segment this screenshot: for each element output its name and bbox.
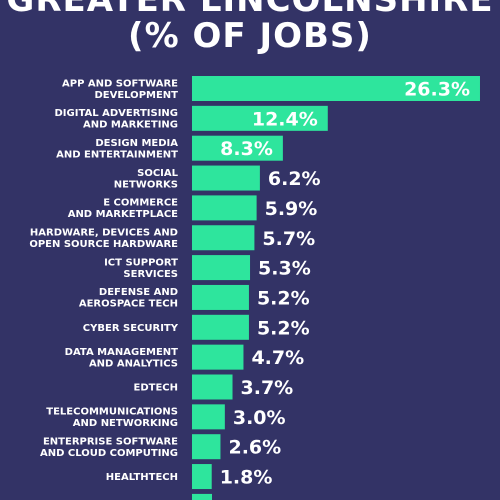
value-label-1: 12.4%: [252, 108, 318, 130]
bar-13: [192, 464, 212, 490]
value-label-8: 5.2%: [257, 317, 310, 339]
category-label-3-line-0: SOCIAL: [137, 168, 179, 179]
bar-12: [192, 434, 221, 460]
category-label-8-line-0: CYBER SECURITY: [83, 323, 179, 334]
category-label-1-line-0: DIGITAL ADVERTISING: [55, 108, 179, 119]
bar-11: [192, 404, 225, 430]
category-label-9-line-1: AND ANALYTICS: [89, 358, 178, 369]
category-label-11-line-0: TELECOMMUNICATIONS: [46, 407, 178, 418]
category-label-1-line-1: AND MARKETING: [83, 120, 178, 131]
bar-6: [192, 255, 251, 281]
category-label-12-line-0: ENTERPRISE SOFTWARE: [43, 436, 178, 447]
bar-9: [192, 344, 244, 370]
value-label-5: 5.7%: [262, 228, 315, 250]
value-label-13: 1.8%: [220, 467, 273, 489]
category-label-2-line-0: DESIGN MEDIA: [95, 138, 178, 149]
category-label-5-line-0: HARDWARE, DEVICES AND: [30, 228, 178, 239]
bar-10: [192, 374, 233, 400]
category-label-9-line-0: DATA MANAGEMENT: [65, 347, 179, 358]
value-label-11: 3.0%: [233, 407, 286, 429]
category-label-4-line-1: AND MARKETPLACE: [68, 209, 178, 220]
category-label-4-line-0: E COMMERCE: [103, 198, 178, 209]
value-label-6: 5.3%: [258, 258, 311, 280]
chart-title-line-1: GREATER LINCOLNSHIRE: [6, 0, 494, 20]
category-label-12-line-1: AND CLOUD COMPUTING: [40, 448, 178, 459]
category-label-3-line-1: NETWORKS: [114, 179, 178, 190]
value-label-2: 8.3%: [220, 138, 273, 160]
value-label-10: 3.7%: [241, 377, 294, 399]
category-label-10-line-0: EDTECH: [134, 383, 179, 394]
bar-5: [192, 225, 255, 251]
bar-8: [192, 314, 249, 340]
value-label-4: 5.9%: [265, 198, 318, 220]
value-label-9: 4.7%: [251, 347, 304, 369]
value-label-12: 2.6%: [228, 437, 281, 459]
category-label-6-line-0: ICT SUPPORT: [104, 257, 178, 268]
value-label-3: 6.2%: [268, 168, 321, 190]
bar-0: [192, 76, 480, 101]
bar-3: [192, 165, 260, 191]
bar-1: [192, 105, 328, 131]
chart-title-line-2: (% OF JOBS): [128, 16, 372, 56]
category-label-7-line-1: AEROSPACE TECH: [79, 299, 178, 310]
category-label-0-line-1: DEVELOPMENT: [94, 90, 178, 101]
category-label-13-line-0: HEALTHTECH: [106, 472, 178, 483]
category-label-11-line-1: AND NETWORKING: [73, 418, 178, 429]
category-label-2-line-1: AND ENTERTAINMENT: [56, 149, 178, 160]
category-label-6-line-1: SERVICES: [123, 269, 178, 280]
category-label-0-line-0: APP AND SOFTWARE: [62, 78, 178, 89]
category-label-7-line-0: DEFENSE AND: [99, 287, 178, 298]
bar-cutoff: [192, 493, 212, 500]
value-label-7: 5.2%: [257, 287, 310, 309]
category-label-5-line-1: OPEN SOURCE HARDWARE: [29, 239, 178, 250]
bar-2: [192, 135, 283, 161]
bar-4: [192, 195, 257, 221]
bar-7: [192, 284, 249, 310]
value-label-0: 26.3%: [404, 79, 470, 101]
